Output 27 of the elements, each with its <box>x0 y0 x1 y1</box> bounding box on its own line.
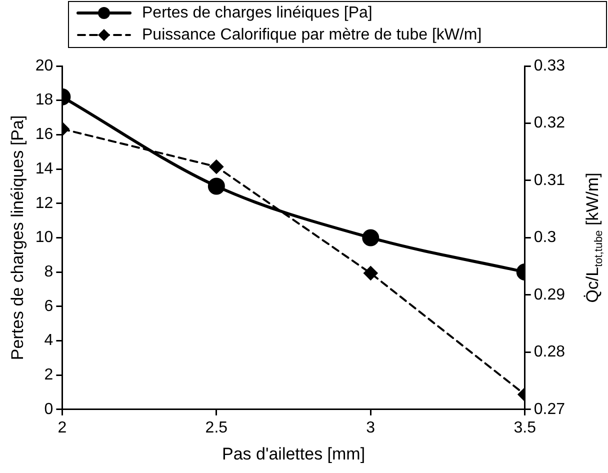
y2-tick-label: 0.3 <box>534 229 556 246</box>
y-axis-title: Pertes de charges linéiques [Pa] <box>8 115 27 360</box>
y-tick-label: 4 <box>44 332 54 350</box>
x-tick-label: 3.5 <box>514 419 536 436</box>
y2-axis-title: Q̇c/Ltot,tube [kW/m] <box>583 172 605 303</box>
y2-tick-label: 0.32 <box>534 114 566 132</box>
y-tick-label: 20 <box>35 57 54 74</box>
x-tick-label: 2.5 <box>205 419 228 436</box>
y-tick-label: 12 <box>35 194 54 212</box>
x-tick-label: 3 <box>366 419 376 436</box>
y2-tick-label: 0.33 <box>534 57 566 74</box>
x-axis-title: Pas d'ailettes [mm] <box>222 444 366 464</box>
y-tick-label: 0 <box>44 400 54 418</box>
y-tick-label: 10 <box>35 229 54 246</box>
y-tick-label: 2 <box>44 366 54 384</box>
y-tick-label: 6 <box>44 298 54 315</box>
x-tick-label: 2 <box>58 419 67 436</box>
y-tick-label: 16 <box>35 126 54 144</box>
y2-tick-label: 0.29 <box>534 286 566 304</box>
legend-label: Puissance Calorifique par mètre de tube [kW/m] <box>142 26 482 44</box>
legend-label: Pertes de charges linéiques [Pa] <box>142 4 372 22</box>
y-tick-label: 18 <box>35 92 54 109</box>
y2-tick-label: 0.28 <box>534 344 566 361</box>
y2-tick-label: 0.27 <box>534 400 566 418</box>
y-tick-label: 8 <box>44 263 54 280</box>
y-tick-label: 14 <box>35 160 54 178</box>
y2-tick-label: 0.31 <box>534 172 566 189</box>
